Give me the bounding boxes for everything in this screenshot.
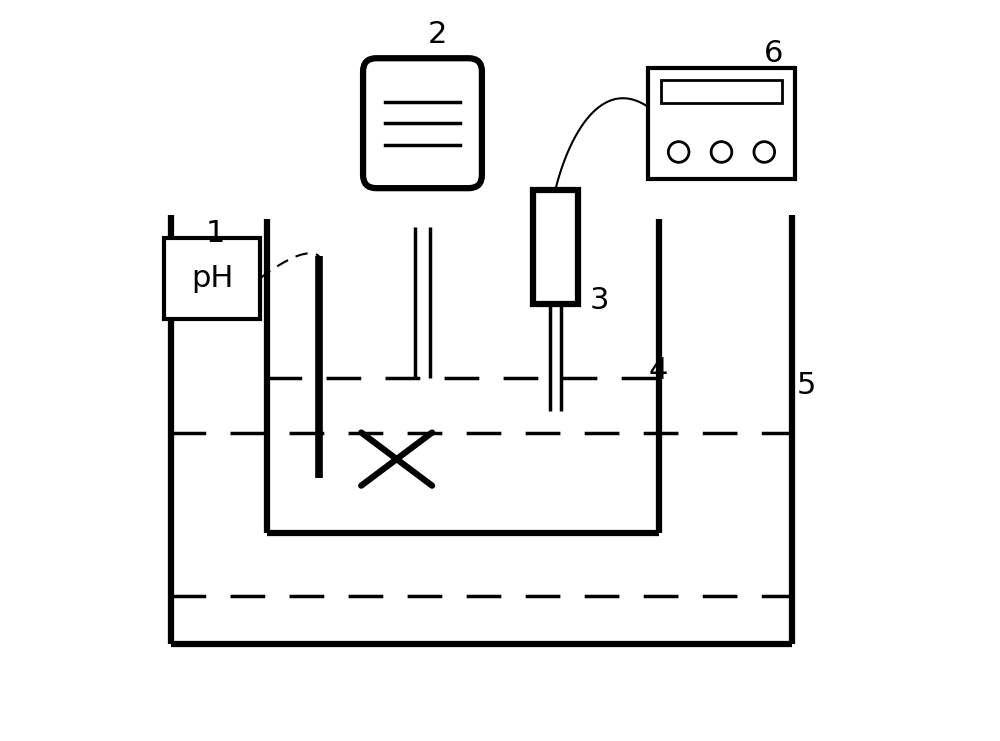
Text: 1: 1 <box>206 219 225 248</box>
Bar <box>533 190 578 304</box>
Text: 6: 6 <box>763 39 783 67</box>
Text: pH: pH <box>191 264 233 293</box>
Bar <box>164 238 260 319</box>
Text: 3: 3 <box>590 286 609 315</box>
Bar <box>648 68 795 179</box>
FancyBboxPatch shape <box>363 59 482 188</box>
Text: 5: 5 <box>797 370 816 399</box>
Bar <box>661 79 782 103</box>
Text: 4: 4 <box>649 356 668 385</box>
Text: 2: 2 <box>428 20 447 49</box>
